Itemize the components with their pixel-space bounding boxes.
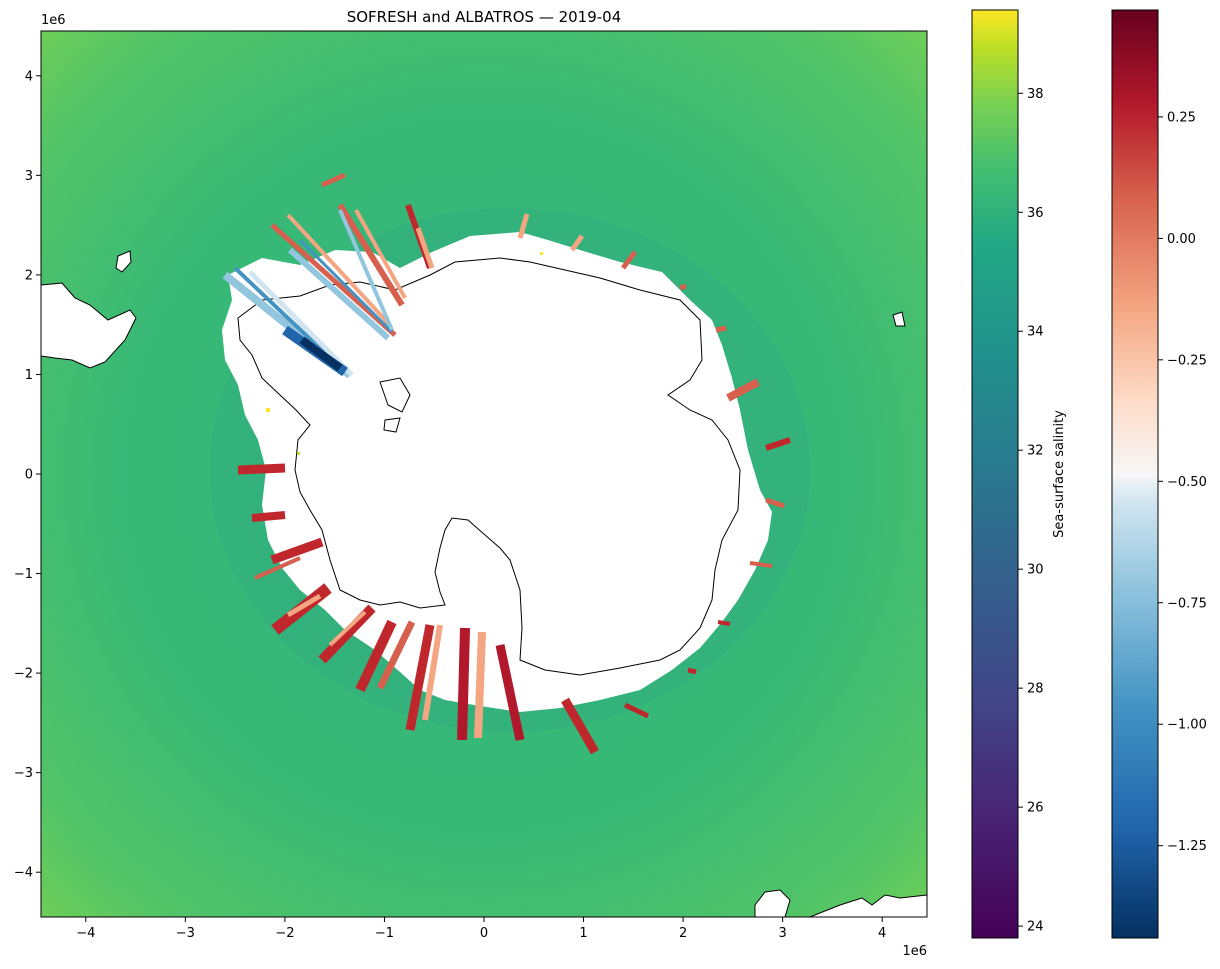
high-salinity-speck [540,252,543,255]
falkland-islands [115,250,132,273]
x-axis: −4 −3 −2 −1 0 1 2 3 4 [76,917,886,941]
colorbar-tick-label: 36 [1027,206,1044,221]
colorbar-tick-label: 24 [1027,920,1044,935]
y-tick-label: 2 [25,268,33,283]
high-salinity-speck [266,408,270,412]
survey-tracks-positive [237,172,791,755]
x-tick-label: 4 [878,926,886,941]
survey-tracks-negative [222,209,394,379]
colorbar-tick-label: 32 [1027,444,1044,459]
colorbar-tick-label: −1.25 [1167,839,1207,854]
anomaly-colorbar [1111,9,1159,939]
plot-title: SOFRESH and ALBATROS — 2019-04 [347,8,622,26]
salinity-colorbar [971,9,1019,939]
y-tick-label: 0 [25,468,33,483]
x-tick-label: −1 [375,926,394,941]
colorbar-tick-label: 26 [1027,801,1044,816]
map-area [41,31,927,917]
x-tick-label: 1 [579,926,587,941]
australia-new-zealand-landmass [754,889,927,917]
ice-shelf-outline [379,377,411,433]
colorbar-tick-label: −0.50 [1167,475,1207,490]
y-axis: −4 −3 −2 −1 0 1 2 3 4 [14,69,41,881]
salinity-colorbar-ticks: 24 26 28 30 32 34 36 38 [1018,87,1044,935]
colorbar-tick-label: −1.00 [1167,718,1207,733]
south-america-landmass [41,282,137,369]
y-tick-label: 1 [25,368,33,383]
y-offset-label: 1e6 [41,13,66,28]
colorbar-tick-label: 28 [1027,682,1044,697]
y-tick-label: −1 [14,567,33,582]
x-tick-label: −3 [176,926,195,941]
colorbar-tick-label: 0.00 [1167,232,1196,247]
y-tick-label: 3 [25,169,33,184]
y-tick-label: −3 [14,766,33,781]
kerguelen-island [892,311,906,327]
x-offset-label: 1e6 [902,944,927,959]
x-tick-label: −4 [76,926,95,941]
colorbar-tick-label: 30 [1027,563,1044,578]
x-tick-label: −2 [275,926,294,941]
y-tick-label: −2 [14,667,33,682]
colorbar-tick-label: 38 [1027,87,1044,102]
y-tick-label: 4 [25,69,33,84]
antarctica-coastline [237,257,741,676]
x-tick-label: 2 [679,926,687,941]
colorbar-tick-label: −0.25 [1167,353,1207,368]
high-salinity-speck [297,452,300,455]
colorbar-tick-label: 0.25 [1167,110,1196,125]
x-tick-label: 0 [480,926,488,941]
anomaly-colorbar-ticks: −1.25 −1.00 −0.75 −0.50 −0.25 0.00 0.25 [1158,110,1207,854]
sea-ice-mask [222,232,772,712]
colorbar-tick-label: 34 [1027,325,1044,340]
colorbar-tick-label: −0.75 [1167,596,1207,611]
salinity-colorbar-label: Sea-surface salinity [1052,410,1067,538]
x-tick-label: 3 [779,926,787,941]
y-tick-label: −4 [14,866,33,881]
